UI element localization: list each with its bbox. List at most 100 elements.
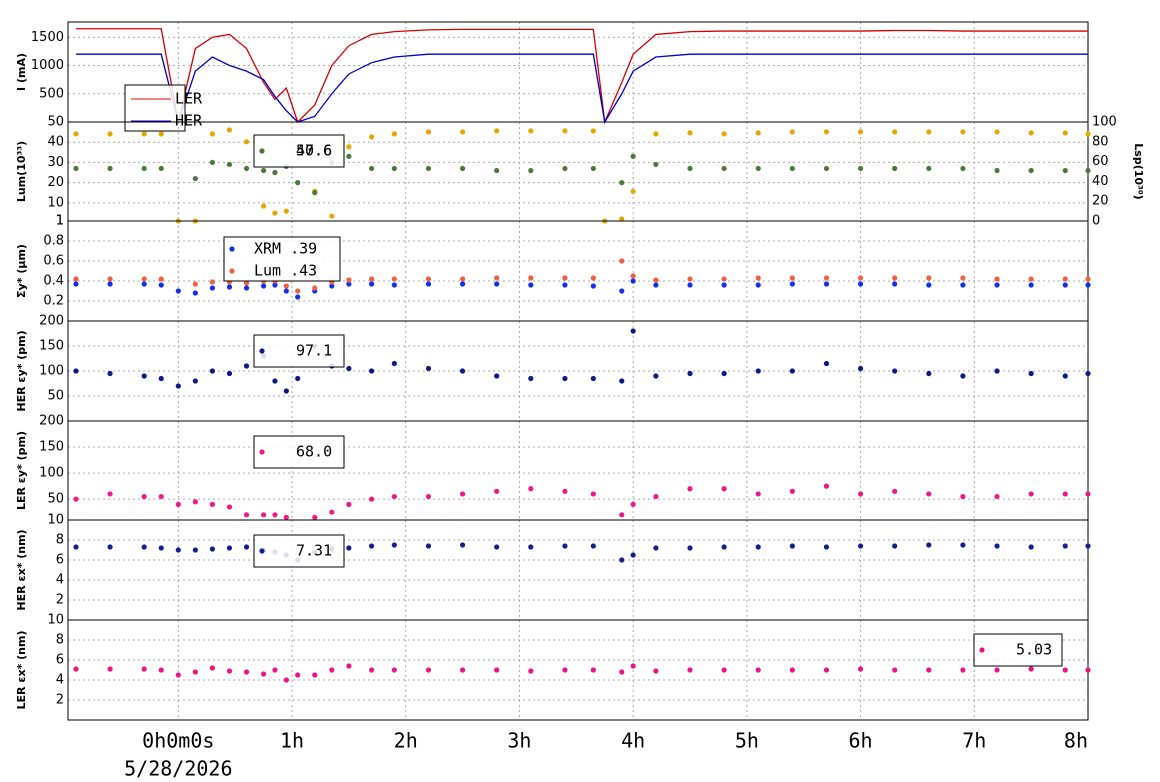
data-point	[926, 282, 932, 288]
legend-label: XRM .39	[254, 240, 317, 258]
data-point	[994, 167, 1000, 174]
data-point	[459, 276, 466, 282]
data-point	[528, 282, 534, 288]
data-point	[857, 491, 864, 497]
data-point	[243, 544, 250, 550]
legend-swatch	[229, 268, 235, 274]
data-point	[226, 127, 233, 133]
data-point	[312, 672, 318, 678]
legend-label: 97.1	[296, 342, 332, 360]
data-point	[158, 276, 164, 282]
data-point	[619, 258, 625, 264]
x-tick-label: 0h0m0s	[142, 729, 214, 753]
data-point	[630, 153, 636, 159]
data-point	[1062, 543, 1068, 549]
data-point	[653, 277, 659, 283]
data-point	[425, 667, 432, 673]
x-tick-label: 2h	[394, 729, 418, 753]
y-axis-label: LER εy* (pm)	[15, 431, 28, 510]
data-point	[369, 281, 375, 287]
data-point	[619, 557, 625, 563]
data-point	[226, 504, 233, 510]
data-point	[312, 514, 318, 520]
data-point	[272, 512, 278, 518]
data-point	[295, 288, 301, 294]
data-point	[158, 282, 164, 288]
data-point	[994, 276, 1000, 282]
data-point	[1028, 544, 1034, 550]
legend-box	[253, 334, 345, 368]
data-point	[653, 131, 659, 137]
data-point	[209, 131, 216, 137]
data-point	[1085, 276, 1091, 282]
panel-frame	[67, 420, 1089, 521]
data-point	[857, 281, 864, 287]
data-point	[243, 139, 250, 145]
data-point	[295, 375, 301, 382]
data-point	[1085, 167, 1091, 174]
data-point	[619, 669, 625, 675]
y-tick-label: 4	[56, 573, 64, 588]
data-point	[226, 370, 233, 377]
panel-frame	[67, 121, 1089, 222]
panel-frame	[67, 220, 1089, 322]
data-point	[926, 542, 932, 548]
data-point	[260, 512, 267, 518]
y-axis-label: HER εx* (nm)	[15, 529, 28, 610]
data-point	[141, 493, 147, 500]
y-tick-label: 500	[39, 86, 64, 101]
data-point	[892, 488, 898, 494]
data-point	[892, 129, 898, 135]
data-point	[1028, 666, 1034, 672]
legend-label: 57.6	[296, 142, 332, 160]
data-point	[391, 276, 397, 282]
data-point	[272, 667, 278, 673]
data-point	[630, 663, 636, 669]
data-point	[857, 666, 864, 672]
data-point	[283, 288, 289, 294]
data-point	[175, 288, 181, 294]
data-point	[260, 283, 267, 289]
data-point	[590, 275, 596, 281]
data-point	[721, 370, 727, 377]
data-point	[494, 128, 500, 134]
data-point	[755, 282, 761, 288]
data-point	[721, 282, 727, 288]
data-point	[562, 375, 568, 382]
data-point	[260, 671, 267, 677]
data-point	[528, 544, 534, 550]
data-point	[630, 501, 636, 507]
legend-swatch	[979, 647, 985, 653]
data-point	[892, 281, 898, 287]
y-tick-label: 150	[39, 440, 64, 455]
y-tick-label: 8	[56, 533, 64, 548]
data-point	[687, 545, 693, 551]
data-point	[391, 667, 397, 673]
data-point	[369, 667, 375, 673]
data-point	[141, 276, 147, 282]
y2-tick-label: 0	[1092, 214, 1100, 229]
data-point	[73, 281, 79, 287]
legend-label: Lum .43	[254, 262, 317, 280]
data-point	[1062, 491, 1068, 497]
data-point	[391, 542, 397, 548]
x-tick-label: 5h	[735, 729, 759, 753]
data-point	[272, 282, 278, 288]
data-point	[687, 282, 693, 288]
data-point	[528, 375, 534, 382]
data-point	[960, 542, 966, 548]
data-point	[243, 285, 250, 291]
data-point	[272, 378, 278, 384]
data-point	[857, 275, 864, 281]
y-tick-label: 1	[56, 214, 64, 229]
data-point	[590, 165, 596, 172]
data-point	[369, 134, 375, 140]
y-tick-label: 50	[47, 389, 64, 404]
data-point	[562, 667, 568, 673]
y-tick-label: 8	[56, 633, 64, 648]
data-point	[209, 368, 216, 374]
y-tick-label: 10	[47, 613, 64, 628]
data-point	[272, 210, 278, 216]
data-point	[391, 131, 397, 137]
